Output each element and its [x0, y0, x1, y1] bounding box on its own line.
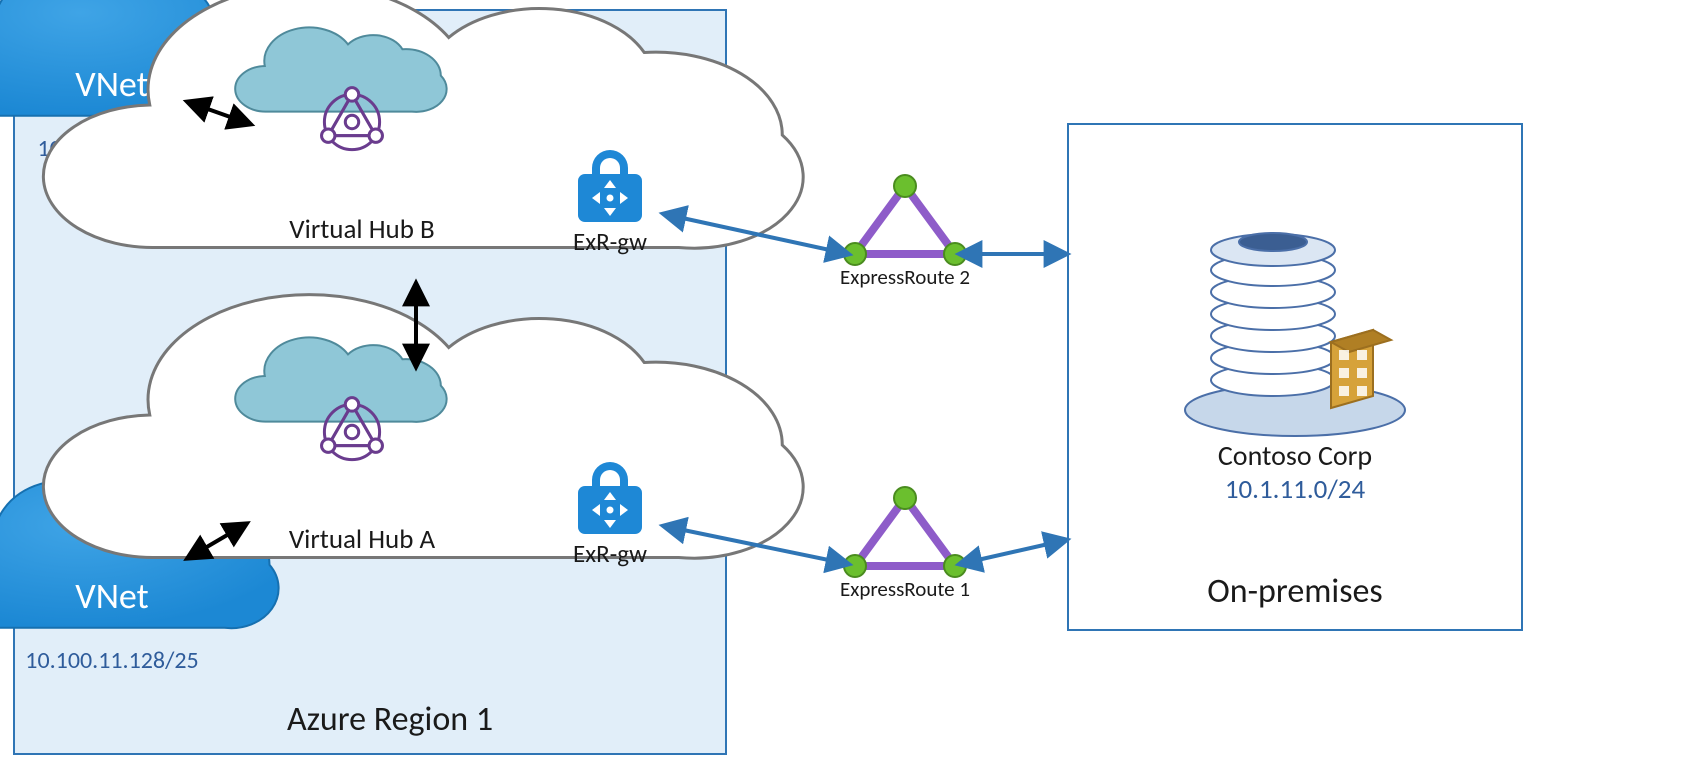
hubB-label: Virtual Hub B	[289, 213, 434, 246]
onprem-title: Contoso Corp	[1218, 438, 1372, 473]
exr2-label: ExpressRoute 2	[840, 264, 970, 290]
onprem-cidr: 10.1.11.0/24	[1225, 473, 1366, 506]
azure-region-label: Azure Region 1	[287, 699, 493, 740]
exr2: ExpressRoute 2	[840, 175, 970, 290]
exr1-label: ExpressRoute 1	[840, 576, 970, 602]
hubB-gateway-label: ExR-gw	[573, 226, 647, 257]
connector-exr1-onprem	[960, 540, 1066, 564]
hubA-gateway-label: ExR-gw	[573, 538, 647, 569]
vnetBottom-label: VNet	[75, 574, 148, 618]
onprem-footer: On-premises	[1207, 571, 1382, 612]
exr1: ExpressRoute 1	[840, 487, 970, 602]
architecture-diagram: Azure Region 1VNet10.100.11.0/25VNet10.1…	[0, 0, 1693, 766]
hubA-label: Virtual Hub A	[289, 523, 436, 556]
vnetTop-label: VNet	[75, 62, 148, 106]
vnetBottom-cidr: 10.100.11.128/25	[25, 646, 198, 675]
